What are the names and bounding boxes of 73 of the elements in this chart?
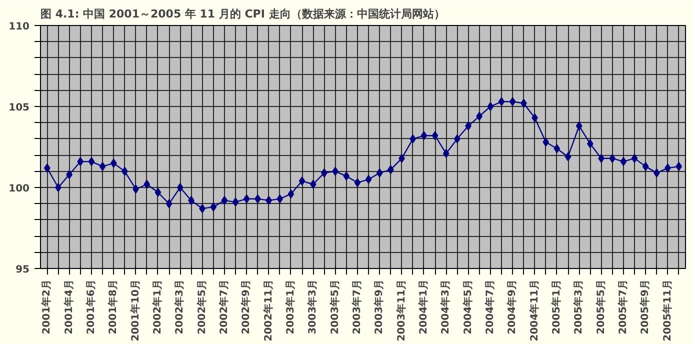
x-tick-label: 2004年1月	[417, 279, 430, 334]
y-tick-label: 95	[16, 264, 30, 276]
x-tick-label: 2001年6月	[84, 279, 97, 334]
x-tick-label: 2005年5月	[594, 279, 607, 334]
x-tick-label: 2003年9月	[373, 279, 386, 334]
x-tick-label: 2002年9月	[240, 279, 252, 334]
x-tick-label: 2003年1月	[284, 279, 296, 334]
point	[154, 188, 162, 197]
x-tick-label: 2004年3月	[440, 279, 452, 334]
x-tick-label: 2002年3月	[174, 279, 186, 334]
point	[554, 144, 560, 154]
x-tick-label: 2001年8月	[107, 279, 120, 334]
point	[88, 157, 95, 166]
point	[44, 164, 50, 173]
point	[620, 157, 627, 166]
x-tick-label: 2005年7月	[616, 279, 629, 334]
x-tick-label: 2002年1月	[151, 279, 164, 334]
x-tick-label: 2002年11月	[262, 280, 274, 342]
point	[642, 162, 649, 171]
point	[144, 180, 150, 189]
point	[232, 198, 239, 207]
x-tick-label: 2003年5月	[328, 279, 341, 334]
point	[365, 174, 372, 184]
point	[609, 154, 616, 163]
x-tick-label: 2004年5月	[462, 279, 474, 334]
point	[354, 178, 361, 188]
point	[176, 183, 184, 192]
x-tick-label: 2002年7月	[218, 279, 230, 334]
point	[631, 154, 638, 163]
x-tick-label: 2003年7月	[350, 279, 363, 334]
point	[487, 102, 494, 111]
point	[276, 194, 284, 204]
point	[99, 162, 106, 171]
x-tick-label: 2005年1月	[550, 279, 562, 334]
point	[166, 199, 172, 208]
point	[576, 121, 582, 130]
point	[376, 168, 383, 178]
x-tick-label: 2004年11月	[528, 280, 540, 342]
x-tick-label: 2004年9月	[506, 279, 518, 334]
point	[343, 172, 350, 181]
point	[498, 97, 505, 106]
point	[77, 157, 84, 166]
y-tick-label: 110	[8, 22, 30, 32]
point	[243, 194, 250, 204]
x-tick-label: 2001年2月	[40, 279, 53, 334]
point	[432, 131, 438, 140]
x-tick-label: 3003年3月	[306, 279, 319, 334]
point	[221, 196, 228, 205]
point	[420, 131, 428, 140]
point	[442, 148, 450, 158]
point	[542, 138, 550, 147]
point	[110, 158, 117, 168]
point	[55, 183, 62, 192]
point	[509, 97, 516, 106]
x-tick-label: 2001年10月	[129, 280, 142, 342]
point	[410, 134, 416, 144]
y-tick-label: 100	[8, 184, 30, 194]
point	[310, 180, 316, 189]
x-tick-label: 2005年11月	[661, 280, 674, 342]
x-tick-label: 2004年7月	[484, 279, 496, 334]
y-tick-label: 105	[8, 102, 30, 114]
x-tick-label: 2003年11月	[395, 280, 408, 342]
point	[210, 202, 217, 212]
x-tick-label: 2001年4月	[62, 279, 75, 334]
point	[288, 189, 294, 198]
point	[564, 152, 572, 162]
point	[298, 176, 306, 186]
point	[476, 112, 483, 121]
x-tick-label: 2005年9月	[639, 279, 652, 334]
point	[676, 162, 682, 171]
x-tick-label: 2005年3月	[572, 279, 585, 334]
chart-title: 图 4.1: 中国 2001～2005 年 11 月的 CPI 走向（数据来源：中国统计局网站）	[40, 8, 445, 20]
x-tick-label: 2002年5月	[196, 279, 208, 334]
